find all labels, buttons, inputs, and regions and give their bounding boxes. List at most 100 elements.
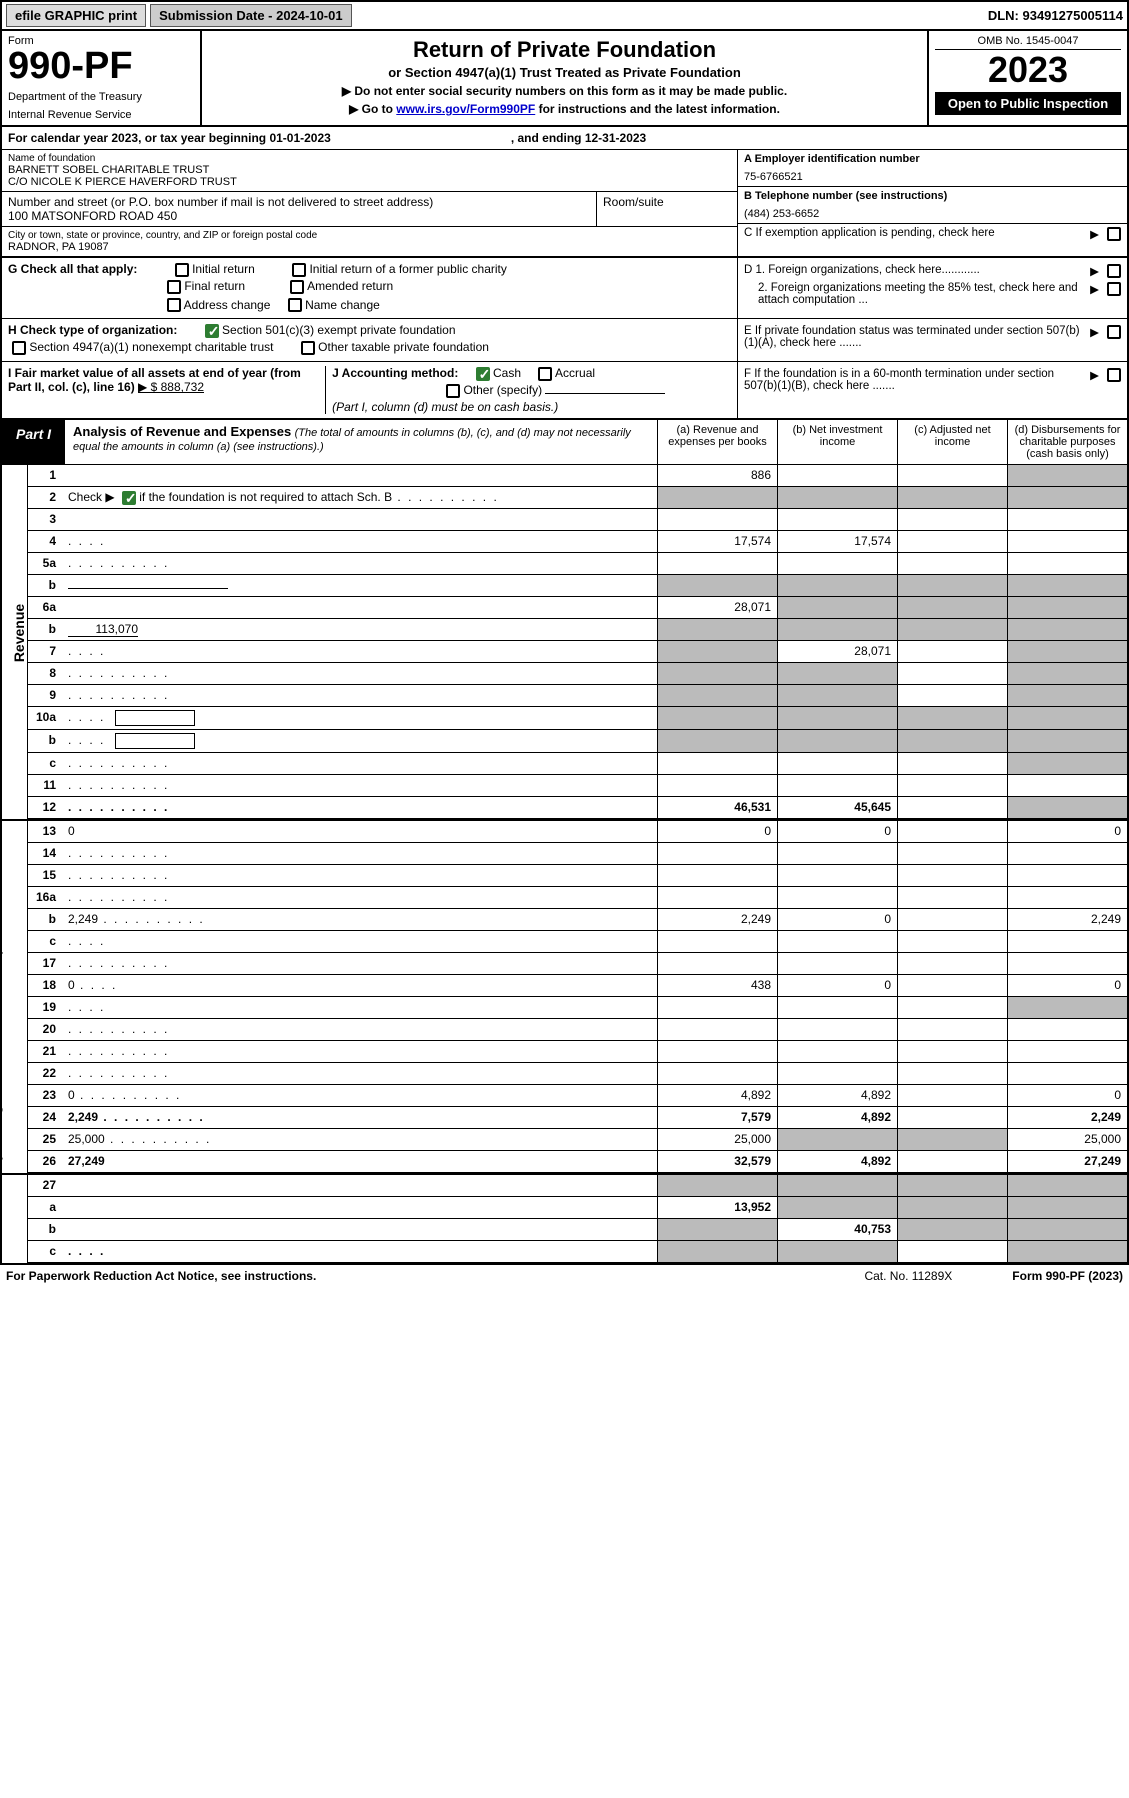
c-checkbox[interactable] — [1107, 227, 1121, 241]
row-num: b — [28, 575, 64, 596]
row-desc: 2,249 — [64, 909, 657, 930]
row-r1: 1886 — [28, 465, 1127, 487]
cell-b — [777, 575, 897, 596]
cell-a — [657, 685, 777, 706]
g-final-checkbox[interactable] — [167, 280, 181, 294]
arrow-icon: ▶ — [1090, 264, 1099, 278]
row-num: 13 — [28, 821, 64, 842]
g-name-checkbox[interactable] — [288, 298, 302, 312]
g-amended-checkbox[interactable] — [290, 280, 304, 294]
cell-c — [897, 1241, 1007, 1262]
f-block: F If the foundation is in a 60-month ter… — [737, 362, 1127, 418]
cell-b — [777, 865, 897, 886]
efile-print-button[interactable]: efile GRAPHIC print — [6, 4, 146, 27]
cell-c — [897, 997, 1007, 1018]
cell-a — [657, 619, 777, 640]
e-checkbox[interactable] — [1107, 325, 1121, 339]
cell-c — [897, 1219, 1007, 1240]
cell-a — [657, 1219, 777, 1240]
cell-b — [777, 619, 897, 640]
calyear-begin: For calendar year 2023, or tax year begi… — [8, 131, 331, 145]
cell-a — [657, 775, 777, 796]
name-row: Name of foundation BARNETT SOBEL CHARITA… — [2, 150, 737, 192]
g-initial-checkbox[interactable] — [175, 263, 189, 277]
expenses-table: Operating and Administrative Expenses 13… — [2, 819, 1127, 1173]
cell-d — [1007, 487, 1127, 508]
cell-b — [777, 707, 897, 729]
revenue-table: Revenue 18862Check ▶ if the foundation i… — [2, 465, 1127, 819]
cell-b — [777, 1129, 897, 1150]
h-other-checkbox[interactable] — [301, 341, 315, 355]
g-address-checkbox[interactable] — [167, 298, 181, 312]
row-r5a: 5a — [28, 553, 1127, 575]
cell-c — [897, 685, 1007, 706]
foundation-name-2: C/O NICOLE K PIERCE HAVERFORD TRUST — [8, 176, 731, 188]
row-num: 26 — [28, 1151, 64, 1172]
cell-a — [657, 730, 777, 752]
row-desc — [64, 509, 657, 530]
cell-d — [1007, 753, 1127, 774]
g-former-checkbox[interactable] — [292, 263, 306, 277]
form-header: Form 990-PF Department of the Treasury I… — [2, 31, 1127, 127]
cell-b — [777, 953, 897, 974]
cell-c — [897, 953, 1007, 974]
cell-d — [1007, 865, 1127, 886]
dept-irs: Internal Revenue Service — [8, 109, 194, 121]
revenue-sidelabel: Revenue — [2, 465, 28, 819]
row-num: b — [28, 909, 64, 930]
row-num: c — [28, 931, 64, 952]
cell-c — [897, 575, 1007, 596]
g-block: G Check all that apply: Initial return I… — [2, 258, 737, 318]
expenses-rows: 130000141516ab2,2492,24902,249c171804380… — [28, 821, 1127, 1173]
phone-row: B Telephone number (see instructions) (4… — [738, 187, 1127, 224]
row-desc — [64, 1175, 657, 1196]
cell-c — [897, 1019, 1007, 1040]
schb-checkbox[interactable] — [122, 491, 136, 505]
row-desc — [64, 1241, 657, 1262]
d1-checkbox[interactable] — [1107, 264, 1121, 278]
h-label: H Check type of organization: — [8, 323, 177, 337]
j-accrual-checkbox[interactable] — [538, 367, 552, 381]
row-r25: 2525,00025,00025,000 — [28, 1129, 1127, 1151]
cell-b: 4,892 — [777, 1151, 897, 1172]
ein-value: 75-6766521 — [744, 171, 1121, 183]
arrow-icon: ▶ — [1090, 325, 1099, 339]
row-num: 11 — [28, 775, 64, 796]
form-note-2: ▶ Go to www.irs.gov/Form990PF for instru… — [210, 102, 919, 116]
cell-d — [1007, 1063, 1127, 1084]
irs-link[interactable]: www.irs.gov/Form990PF — [396, 102, 535, 116]
row-r24: 242,2497,5794,8922,249 — [28, 1107, 1127, 1129]
row-r3: 3 — [28, 509, 1127, 531]
cell-d — [1007, 707, 1127, 729]
cell-c — [897, 1197, 1007, 1218]
row-desc — [64, 843, 657, 864]
row-r10a: 10a — [28, 707, 1127, 730]
f-checkbox[interactable] — [1107, 368, 1121, 382]
j-cash-checkbox[interactable] — [476, 367, 490, 381]
row-num: 23 — [28, 1085, 64, 1106]
h-4947-checkbox[interactable] — [12, 341, 26, 355]
row-r20: 20 — [28, 1019, 1127, 1041]
j-other-checkbox[interactable] — [446, 384, 460, 398]
cell-a: 2,249 — [657, 909, 777, 930]
cell-d — [1007, 597, 1127, 618]
cell-c — [897, 707, 1007, 729]
cell-b — [777, 465, 897, 486]
cell-d — [1007, 553, 1127, 574]
row-r17: 17 — [28, 953, 1127, 975]
g-label: G Check all that apply: — [8, 262, 137, 276]
cell-a: 7,579 — [657, 1107, 777, 1128]
cell-c — [897, 663, 1007, 684]
h-501c3-checkbox[interactable] — [205, 324, 219, 338]
revenue-label: Revenue — [11, 604, 27, 662]
row-desc — [64, 730, 657, 752]
cell-c — [897, 1063, 1007, 1084]
row-num: 19 — [28, 997, 64, 1018]
cell-b — [777, 553, 897, 574]
e-label: E If private foundation status was termi… — [744, 325, 1086, 349]
g-opt-2: Address change — [184, 298, 271, 312]
row-num: 17 — [28, 953, 64, 974]
cell-c — [897, 1175, 1007, 1196]
d2-checkbox[interactable] — [1107, 282, 1121, 296]
cell-b — [777, 1019, 897, 1040]
